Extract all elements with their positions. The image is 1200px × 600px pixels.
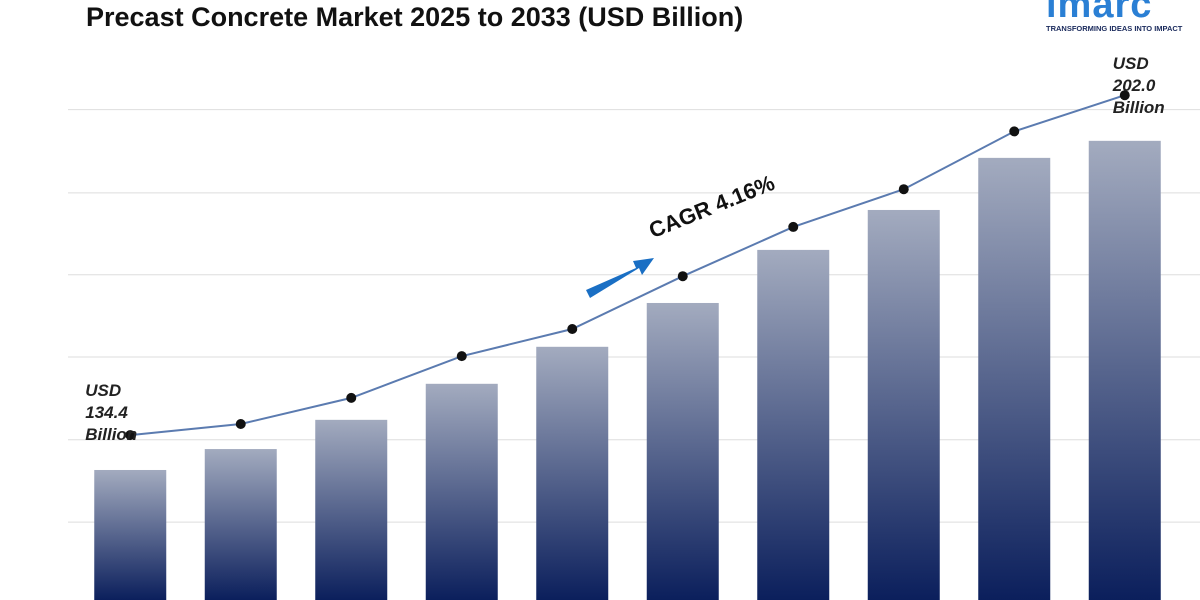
chart-title: Precast Concrete Market 2025 to 2033 (US… xyxy=(86,2,744,32)
bar xyxy=(425,383,498,600)
line-point xyxy=(346,392,357,403)
line-point xyxy=(898,184,909,195)
cagr-arrow xyxy=(586,258,654,298)
bar xyxy=(978,157,1051,600)
bar xyxy=(536,346,609,600)
tagline: TRANSFORMING IDEAS INTO IMPACT xyxy=(1046,24,1183,33)
line-point xyxy=(567,323,578,334)
bar xyxy=(646,302,719,600)
line-point xyxy=(1009,126,1020,137)
bar xyxy=(204,449,277,600)
value-label: USD 134.4 Billion xyxy=(85,381,138,445)
bar xyxy=(315,419,388,600)
line-point xyxy=(125,430,136,441)
line-point xyxy=(235,419,246,430)
line-point xyxy=(456,351,467,362)
logo: imarc xyxy=(1046,0,1153,26)
line-point xyxy=(788,221,799,232)
line-point xyxy=(1119,90,1130,101)
value-label: USD 202.0 Billion xyxy=(1112,54,1165,118)
trend-line xyxy=(130,94,1126,437)
line-point xyxy=(677,271,688,282)
bar xyxy=(757,249,830,600)
bar xyxy=(94,469,167,600)
bar xyxy=(1088,140,1161,600)
bar xyxy=(867,209,940,600)
